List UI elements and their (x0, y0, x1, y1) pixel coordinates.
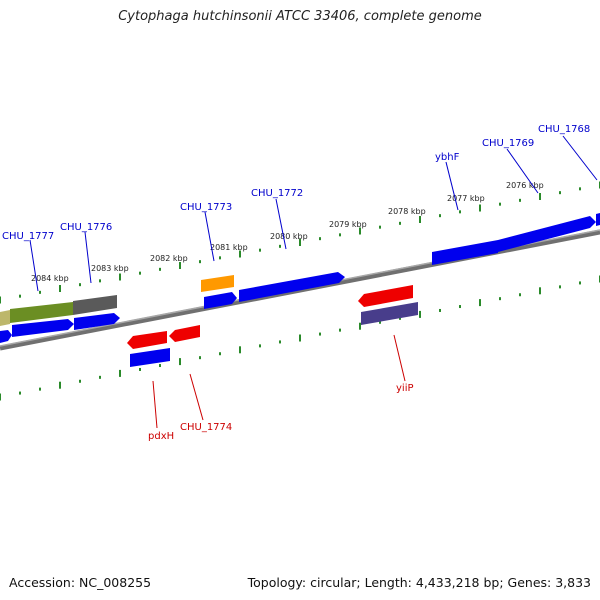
gene-label-chu1768: CHU_1768 (538, 124, 590, 135)
leader-chu1777 (29, 239, 39, 292)
gene-blue-small[interactable] (204, 292, 237, 309)
scale-label-2083: 2083 kbp (91, 264, 129, 273)
gene-orange[interactable] (201, 275, 234, 292)
leader-chu1773 (204, 211, 215, 262)
gene-blue-ybhf[interactable] (432, 240, 498, 265)
gene-blue-lower[interactable] (130, 348, 170, 367)
gene-olive[interactable] (10, 302, 73, 323)
leader-chu1774 (189, 373, 204, 421)
gene-label-chu1777: CHU_1777 (2, 231, 54, 242)
scale-ticks-outer (0, 181, 600, 304)
gene-gray[interactable] (73, 295, 117, 315)
scale-labels: 2084 kbp 2083 kbp 2082 kbp 2081 kbp 2080… (31, 181, 544, 283)
scale-label-2076: 2076 kbp (506, 181, 544, 190)
accession-text: Accession: NC_008255 (9, 575, 152, 590)
scale-label-2080: 2080 kbp (270, 232, 308, 241)
gene-blue-left-edge[interactable] (0, 330, 12, 343)
gene-blue-1[interactable] (12, 319, 74, 337)
leader-pdxh (152, 380, 158, 429)
gene-label-chu1769: CHU_1769 (482, 138, 534, 149)
gene-blue-chu1772[interactable] (239, 272, 345, 302)
leader-chu1772 (275, 198, 287, 250)
scale-label-2078: 2078 kbp (388, 207, 426, 216)
gene-labels: CHU_1777 CHU_1776 CHU_1773 CHU_1772 ybhF… (2, 124, 590, 442)
scale-ticks-inner (0, 275, 600, 401)
label-lines (29, 135, 598, 429)
scale-label-2081: 2081 kbp (210, 243, 248, 252)
gene-features (0, 213, 600, 367)
gene-label-chu1776: CHU_1776 (60, 222, 112, 233)
gene-label-pdxh: pdxH (148, 431, 174, 442)
gene-label-chu1773: CHU_1773 (180, 202, 232, 213)
gene-red-yiip[interactable] (358, 285, 413, 307)
scale-label-2082: 2082 kbp (150, 254, 188, 263)
gene-label-chu1772: CHU_1772 (251, 188, 303, 199)
gene-khaki-left[interactable] (0, 310, 10, 326)
scale-label-2079: 2079 kbp (329, 220, 367, 229)
scale-label-2077: 2077 kbp (447, 194, 485, 203)
leader-chu1769 (506, 148, 539, 194)
gene-label-yiip: yiiP (396, 383, 414, 394)
gene-blue-2[interactable] (74, 313, 120, 330)
gene-red-pdxh[interactable] (127, 331, 167, 349)
leader-ybhf (445, 161, 459, 211)
leader-chu1768 (562, 135, 598, 181)
gene-navy[interactable] (361, 302, 418, 325)
scale-label-2084: 2084 kbp (31, 274, 69, 283)
gene-red-chu1774[interactable] (169, 325, 200, 342)
topology-text: Topology: circular; Length: 4,433,218 bp… (247, 575, 591, 590)
gene-blue-chu1769[interactable] (498, 216, 596, 252)
gene-blue-chu1768[interactable] (596, 213, 600, 226)
gene-label-ybhf: ybhF (435, 152, 460, 163)
map-title: Cytophaga hutchinsonii ATCC 33406, compl… (118, 9, 482, 24)
leader-yiip (393, 334, 406, 382)
gene-label-chu1774: CHU_1774 (180, 422, 232, 433)
leader-chu1776 (84, 231, 92, 284)
